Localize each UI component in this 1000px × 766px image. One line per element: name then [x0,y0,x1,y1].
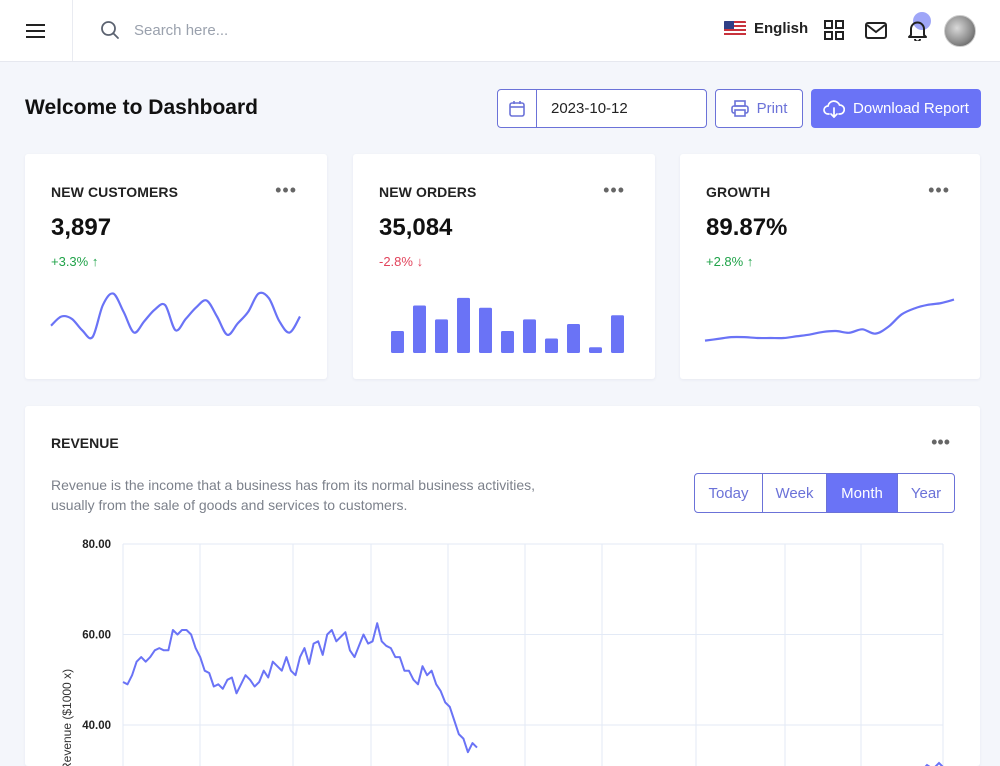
period-week[interactable]: Week [763,474,827,512]
y-tick-label: 80.00 [82,539,111,551]
y-axis-label: Revenue ($1000 x) [60,669,74,766]
more-options-icon[interactable]: ••• [275,180,297,200]
stat-value: 89.87% [706,214,788,241]
revenue-series [122,622,478,754]
sparkline-series [704,298,955,342]
revenue-title: REVENUE [51,435,119,451]
stat-label: NEW ORDERS [379,184,477,200]
y-tick-label: 60.00 [82,630,111,642]
stat-label: NEW CUSTOMERS [51,184,179,200]
revenue-line-chart: 80.00 60.00 40.00 Revenue ($1000 x) [60,539,944,766]
customers-sparkline [50,291,301,340]
revenue-card: REVENUE ••• Revenue is the income that a… [25,406,980,766]
growth-sparkline [704,298,955,342]
bar [457,297,470,353]
stat-value: 3,897 [51,214,112,241]
period-month[interactable]: Month [827,474,898,512]
bar [545,338,558,353]
arrow-down-icon: ↓ [416,254,424,269]
stat-label: GROWTH [706,184,771,200]
bell-icon[interactable] [907,19,928,41]
stat-value: 35,084 [379,214,453,241]
bar [523,319,536,353]
print-button[interactable]: Print [715,89,803,128]
revenue-description: Revenue is the income that a business ha… [51,475,551,515]
more-options-icon[interactable]: ••• [931,432,950,452]
period-year[interactable]: Year [910,484,942,502]
stat-card-new-orders: NEW ORDERS ••• 35,084 -2.8% ↓ [353,154,655,379]
us-flag-icon [724,21,746,36]
arrow-up-icon: ↑ [91,254,99,269]
mail-icon[interactable] [865,22,887,39]
description-line: usually from the sale of goods and servi… [51,497,408,513]
stat-change-value: -2.8% [379,254,413,269]
bar [391,330,404,353]
download-label: Download Report [853,100,969,117]
bar [589,347,602,353]
search-input[interactable] [132,20,356,40]
bar [413,305,426,353]
bar [479,307,492,353]
language-selector[interactable]: English [724,20,808,37]
cloud-download-icon [823,99,846,118]
orders-bar-chart [391,297,624,353]
sparkline-series [50,291,301,340]
printer-icon [730,100,749,117]
stat-card-new-customers: NEW CUSTOMERS ••• 3,897 +3.3% ↑ [25,154,327,379]
notification-dot [913,12,931,30]
description-line: Revenue is the income that a business ha… [51,477,536,493]
more-options-icon[interactable]: ••• [928,180,950,200]
menu-button[interactable] [0,0,73,61]
top-bar: English [0,0,1000,62]
download-report-button[interactable]: Download Report [811,89,981,128]
language-label: English [754,20,809,37]
period-today[interactable]: Today [695,474,763,512]
date-value[interactable]: 2023-10-12 [551,100,628,117]
print-label: Print [756,100,788,117]
bar [567,324,580,353]
stat-change: +2.8% ↑ [706,254,753,269]
grid-icon[interactable] [824,20,844,40]
calendar-icon-box[interactable] [498,90,537,127]
bar [501,330,514,353]
stat-change: -2.8% ↓ [379,254,423,269]
page-title: Welcome to Dashboard [25,96,258,119]
calendar-icon [509,101,525,117]
date-picker[interactable]: 2023-10-12 [497,89,707,128]
stat-card-growth: GROWTH ••• 89.87% +2.8% ↑ [680,154,980,379]
bar [435,319,448,353]
arrow-up-icon: ↑ [746,254,754,269]
period-toggle: Today Week Month Year [694,473,955,513]
search-bar [100,20,356,40]
search-icon[interactable] [100,20,120,40]
stat-change-value: +3.3% [51,254,89,269]
menu-icon [26,23,45,38]
avatar[interactable] [944,15,976,47]
stat-change: +3.3% ↑ [51,254,98,269]
more-options-icon[interactable]: ••• [603,180,625,200]
bar [611,315,624,353]
y-tick-label: 40.00 [82,720,111,732]
stat-change-value: +2.8% [706,254,744,269]
